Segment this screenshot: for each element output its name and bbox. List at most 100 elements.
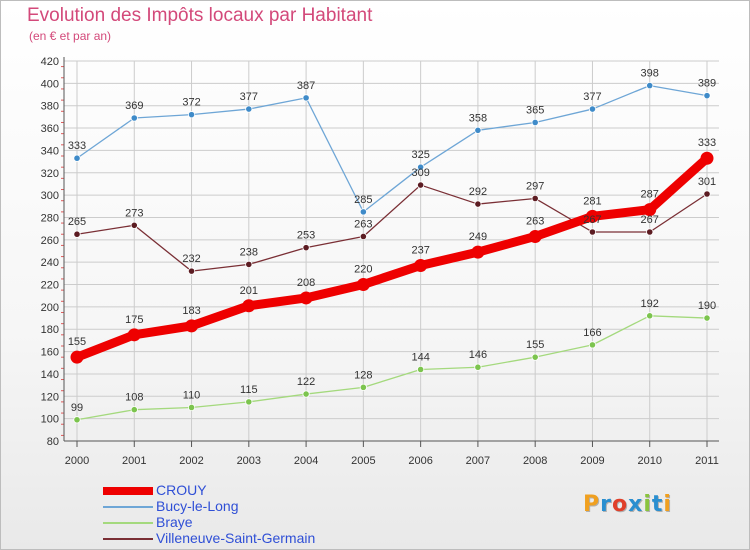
proxiti-logo: Proxiti xyxy=(583,492,672,517)
data-label-villeneuve-saint-germain: 292 xyxy=(469,186,487,198)
data-label-villeneuve-saint-germain: 238 xyxy=(240,246,258,258)
data-label-bucy-le-long: 372 xyxy=(182,97,200,109)
logo-letter: P xyxy=(583,492,601,517)
series-layer xyxy=(70,81,714,424)
legend-label: Bucy-le-Long xyxy=(156,498,239,514)
legend-swatch xyxy=(103,506,153,508)
data-point-crouy xyxy=(185,319,199,333)
data-point-bucy-le-long xyxy=(531,118,539,127)
data-point-crouy xyxy=(299,291,313,305)
data-label-crouy: 281 xyxy=(583,195,601,207)
data-label-braye: 155 xyxy=(526,339,544,351)
data-point-braye xyxy=(417,365,425,374)
data-point-villeneuve-saint-germain xyxy=(646,228,654,236)
data-point-bucy-le-long xyxy=(302,94,310,102)
data-point-braye xyxy=(474,363,482,371)
data-point-villeneuve-saint-germain xyxy=(359,232,367,241)
x-tick-label: 2005 xyxy=(351,455,375,467)
x-tick-label: 2010 xyxy=(637,455,661,467)
data-point-bucy-le-long xyxy=(646,81,654,90)
data-label-crouy: 175 xyxy=(125,314,143,326)
data-label-crouy: 237 xyxy=(411,245,429,257)
data-label-crouy: 208 xyxy=(297,277,315,289)
x-tick-label: 2004 xyxy=(294,455,318,467)
data-label-braye: 166 xyxy=(583,327,601,339)
grid-lines xyxy=(64,60,719,442)
data-label-bucy-le-long: 377 xyxy=(240,91,258,103)
y-tick-label: 220 xyxy=(41,280,59,292)
data-point-villeneuve-saint-germain xyxy=(703,190,711,198)
chart-title: Evolution des Impôts locaux par Habitant xyxy=(27,5,373,26)
data-label-villeneuve-saint-germain: 267 xyxy=(641,214,659,226)
data-point-bucy-le-long xyxy=(73,154,81,162)
data-point-bucy-le-long xyxy=(474,126,482,134)
data-point-bucy-le-long xyxy=(417,163,425,171)
y-tick-label: 240 xyxy=(41,257,59,269)
data-point-villeneuve-saint-germain xyxy=(588,228,597,236)
logo-letter: o xyxy=(611,492,629,517)
data-label-braye: 122 xyxy=(297,376,315,388)
data-label-braye: 108 xyxy=(125,392,143,404)
data-label-crouy: 155 xyxy=(68,336,86,348)
data-point-bucy-le-long xyxy=(130,114,138,122)
data-label-bucy-le-long: 285 xyxy=(354,194,372,206)
data-point-crouy xyxy=(471,245,485,259)
y-tick-label: 320 xyxy=(41,168,59,180)
data-point-crouy xyxy=(242,299,256,313)
logo-letter: t xyxy=(651,492,664,517)
data-point-villeneuve-saint-germain xyxy=(474,200,482,208)
data-label-crouy: 333 xyxy=(698,137,716,149)
chart-subtitle: (en € et par an) xyxy=(29,29,112,43)
data-point-braye xyxy=(187,403,196,412)
logo-letter: r xyxy=(600,492,612,517)
data-label-crouy: 249 xyxy=(469,231,487,243)
y-tick-label: 260 xyxy=(41,235,59,247)
y-tick-label: 200 xyxy=(41,302,59,314)
data-label-bucy-le-long: 325 xyxy=(411,149,429,161)
data-point-braye xyxy=(359,383,367,391)
data-point-bucy-le-long xyxy=(245,105,253,113)
data-label-bucy-le-long: 369 xyxy=(125,100,143,112)
logo-letter: i xyxy=(643,492,652,517)
data-label-bucy-le-long: 333 xyxy=(68,140,86,152)
data-label-bucy-le-long: 377 xyxy=(583,91,601,103)
x-axis-ticks: 2000 2001 2002 2003 2004 2005 2006 2007 2008 2009… xyxy=(65,455,719,467)
data-point-braye xyxy=(130,406,138,414)
data-point-braye xyxy=(531,353,539,361)
data-label-villeneuve-saint-germain: 267 xyxy=(583,214,601,226)
y-tick-label: 340 xyxy=(41,145,59,157)
y-tick-label: 360 xyxy=(41,123,59,135)
x-tick-label: 2003 xyxy=(237,455,261,467)
data-point-braye xyxy=(245,398,253,406)
legend-swatch xyxy=(103,538,153,540)
legend-label: CROUY xyxy=(156,482,207,498)
series-line-bucy-le-long xyxy=(76,84,708,213)
data-label-villeneuve-saint-germain: 232 xyxy=(182,253,200,265)
data-point-bucy-le-long xyxy=(703,92,711,100)
data-label-braye: 146 xyxy=(469,349,487,361)
y-tick-label: 280 xyxy=(41,212,59,224)
data-point-crouy xyxy=(643,203,657,217)
y-tick-label: 80 xyxy=(47,436,59,448)
y-tick-label: 100 xyxy=(41,414,59,426)
data-point-braye xyxy=(302,390,310,398)
x-tick-label: 2008 xyxy=(523,455,547,467)
data-label-crouy: 287 xyxy=(641,189,659,201)
x-tick-label: 2006 xyxy=(408,455,432,467)
data-label-bucy-le-long: 387 xyxy=(297,80,315,92)
x-tick-label: 2001 xyxy=(122,455,146,467)
y-tick-label: 180 xyxy=(41,324,59,336)
data-label-braye: 128 xyxy=(354,369,372,381)
y-tick-label: 160 xyxy=(41,347,59,359)
data-point-bucy-le-long xyxy=(359,208,367,216)
data-label-braye: 99 xyxy=(71,402,83,414)
y-axis-ticks: 80 100 120 140 160 180 200 220 240 260 280 300 320 34… xyxy=(41,56,59,448)
data-label-bucy-le-long: 389 xyxy=(698,78,716,90)
data-label-villeneuve-saint-germain: 301 xyxy=(698,176,716,188)
data-label-braye: 115 xyxy=(240,384,258,396)
x-tick-label: 2000 xyxy=(65,455,89,467)
data-label-villeneuve-saint-germain: 265 xyxy=(68,216,86,228)
data-label-bucy-le-long: 365 xyxy=(526,104,544,116)
y-tick-label: 400 xyxy=(41,78,59,90)
